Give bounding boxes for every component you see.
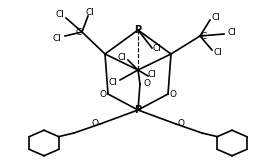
Text: O: O — [144, 78, 150, 88]
Text: C: C — [201, 32, 207, 41]
Text: O: O — [177, 120, 184, 128]
Text: P: P — [134, 105, 142, 115]
Text: Cl: Cl — [148, 69, 156, 78]
Text: O: O — [169, 90, 176, 99]
Text: Cl: Cl — [214, 47, 222, 56]
Text: Cl: Cl — [228, 28, 237, 37]
Text: Cl: Cl — [52, 34, 62, 42]
Text: Cl: Cl — [153, 43, 161, 52]
Text: Cl: Cl — [118, 52, 126, 61]
Text: O: O — [92, 120, 99, 128]
Text: Cl: Cl — [86, 8, 94, 17]
Text: C: C — [76, 28, 82, 37]
Text: Cl: Cl — [55, 10, 64, 19]
Text: O: O — [100, 90, 107, 99]
Text: Cl: Cl — [212, 13, 221, 22]
Text: Cl: Cl — [108, 77, 117, 87]
Text: P: P — [134, 25, 142, 35]
